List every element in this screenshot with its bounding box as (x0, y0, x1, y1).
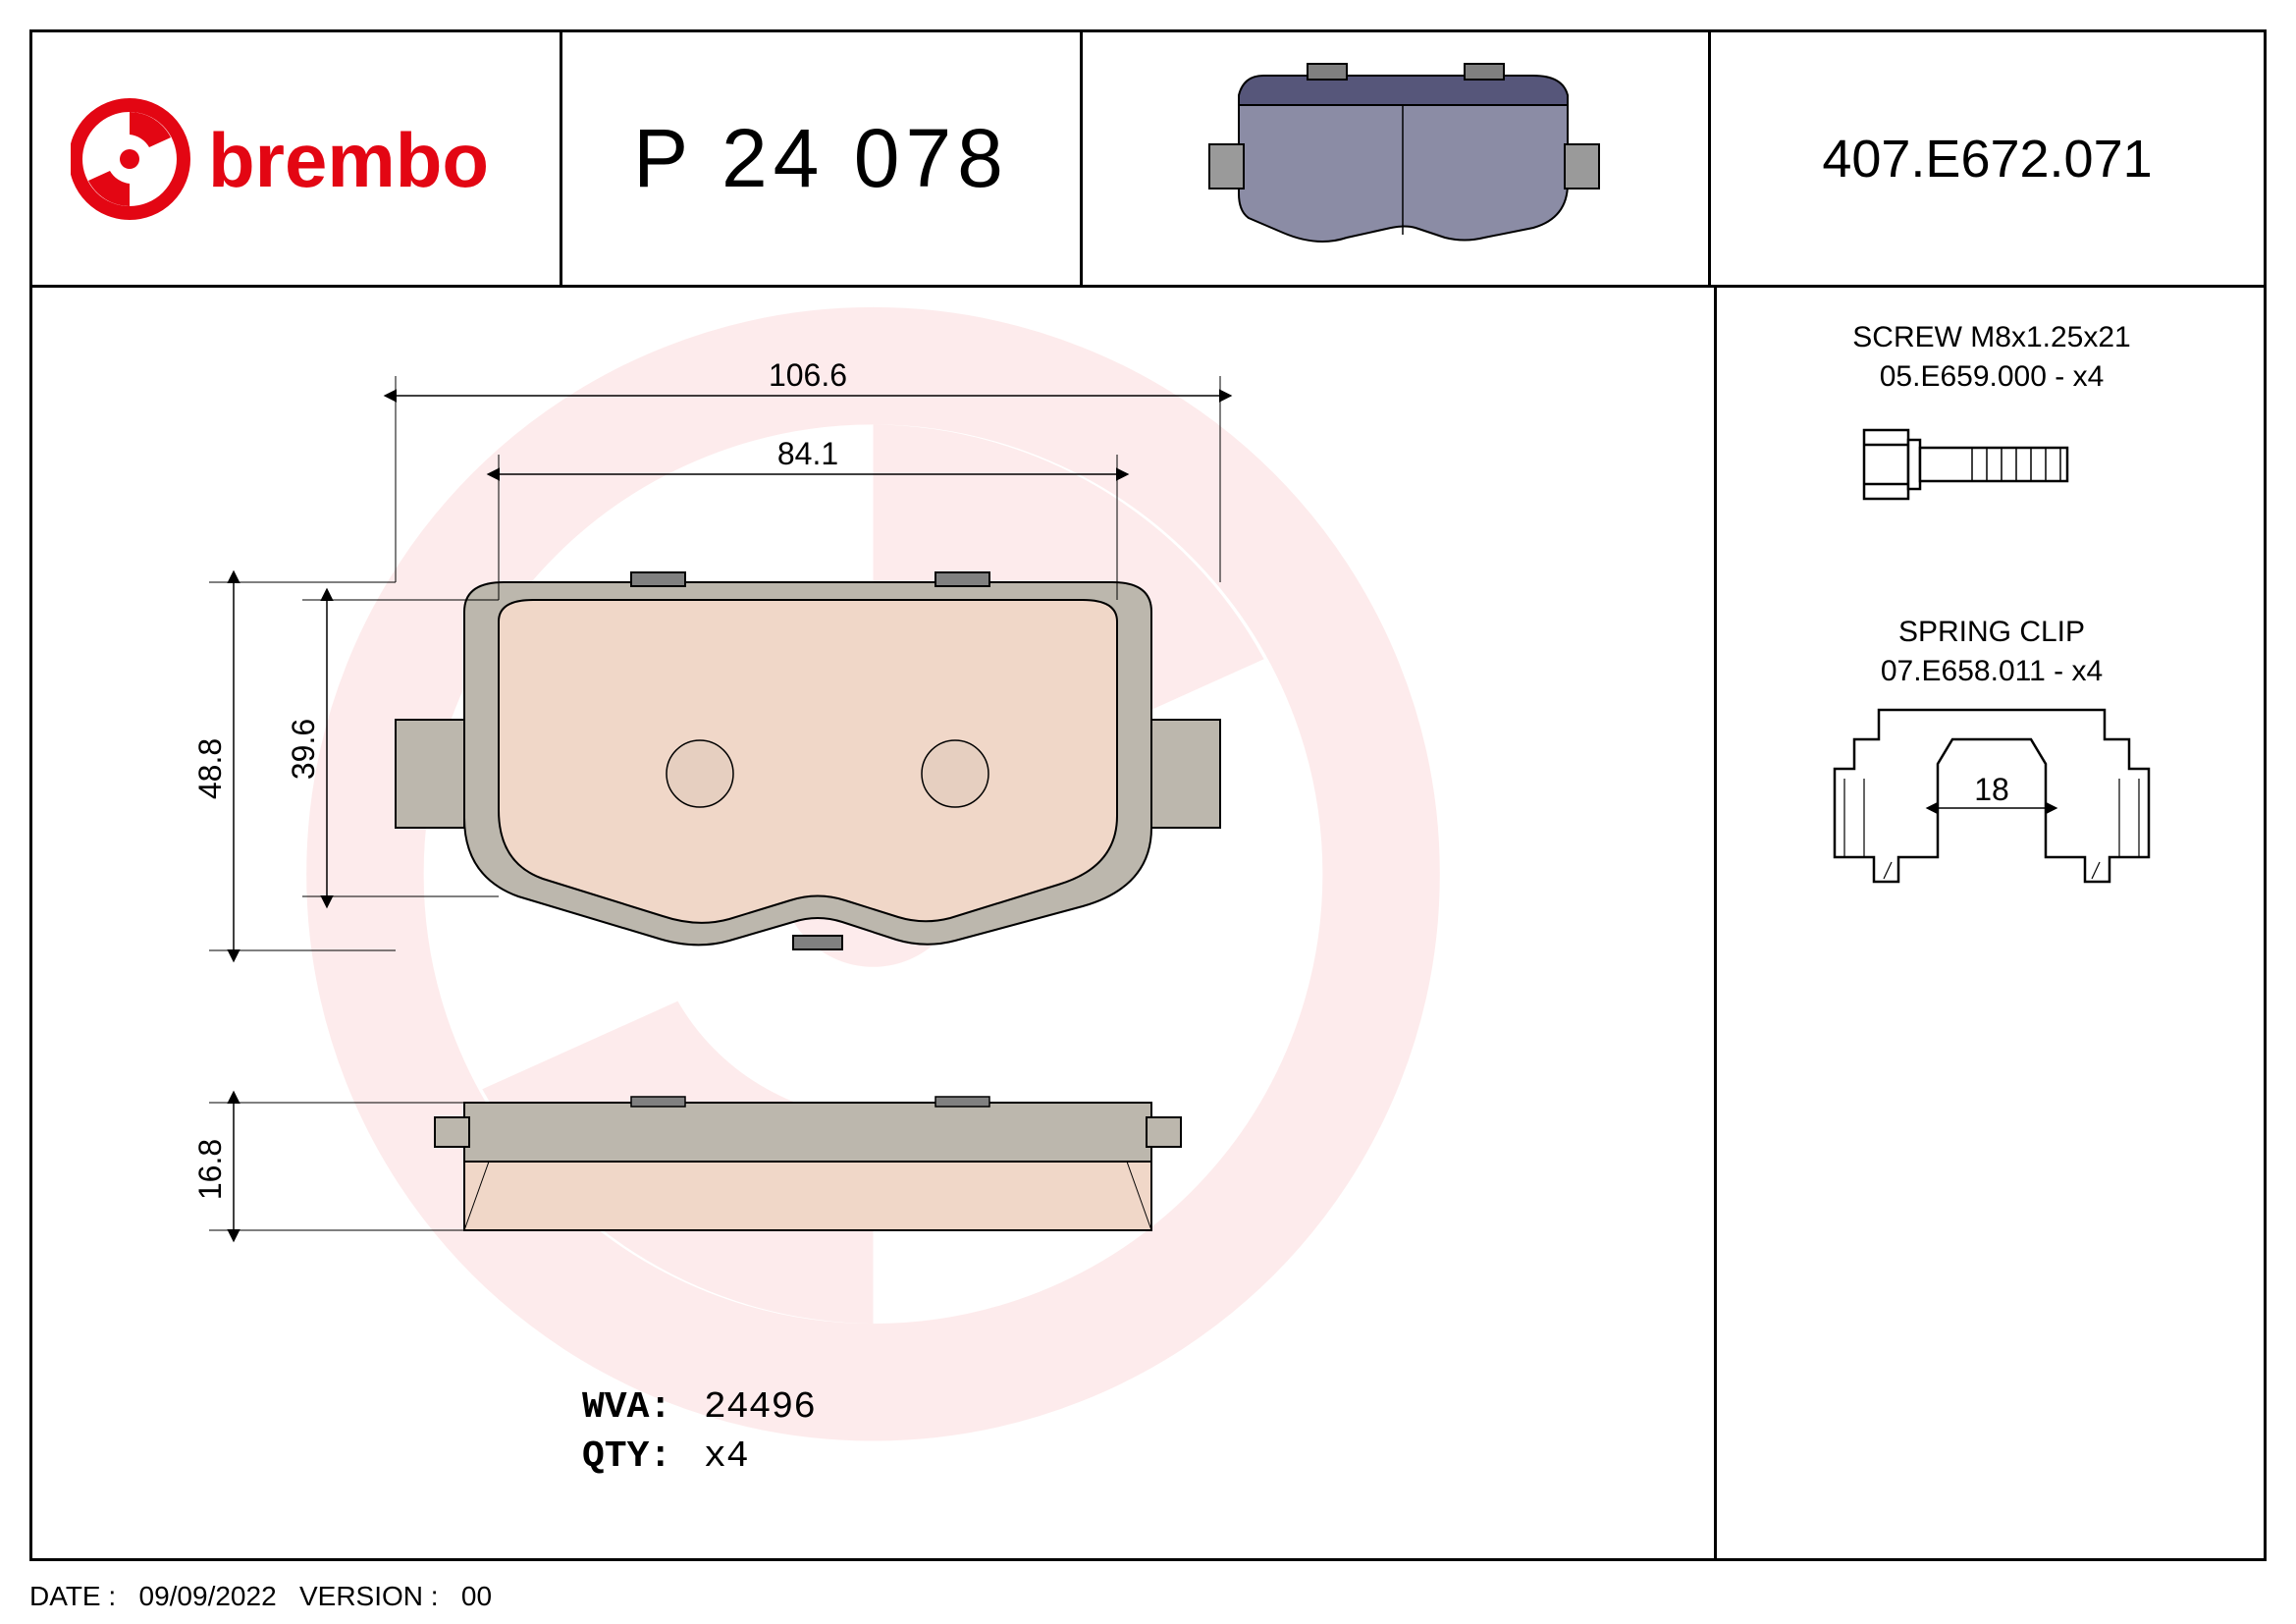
brembo-logo: brembo (71, 90, 522, 228)
dim-pad-width: 84.1 (499, 436, 1117, 600)
dim-overall-width-value: 106.6 (769, 357, 847, 393)
footer-version-label: VERSION : (299, 1581, 439, 1611)
dim-overall-height-value: 48.8 (192, 738, 228, 799)
assembly-code: 407.E672.071 (1822, 129, 2152, 189)
screw-block: SCREW M8x1.25x21 05.E659.000 - x4 (1852, 321, 2130, 499)
assembly-code-cell: 407.E672.071 (1711, 32, 2264, 285)
part-number-cell: P 24 078 (562, 32, 1083, 285)
dim-pad-height-value: 39.6 (286, 719, 321, 780)
header-row: brembo P 24 078 (32, 32, 2264, 288)
svg-text:WVA: 24496: WVA: 24496 (582, 1386, 816, 1429)
screw-qty: x4 (2073, 360, 2105, 393)
footer-date-value: 09/09/2022 (139, 1581, 277, 1611)
wva-label: WVA: (582, 1386, 671, 1429)
brand-cell: brembo (32, 32, 562, 285)
svg-text:QTY: x4: QTY: x4 (582, 1435, 749, 1478)
part-number: P 24 078 (633, 111, 1009, 206)
product-iso-cell (1083, 32, 1711, 285)
bottom-info: WVA: 24496 QTY: x4 (582, 1386, 816, 1478)
footer-meta: DATE : 09/09/2022 VERSION : 00 (29, 1581, 492, 1612)
components-panel: SCREW M8x1.25x21 05.E659.000 - x4 (1714, 288, 2264, 1558)
wva-value: 24496 (704, 1386, 816, 1429)
body-row: 106.6 84.1 48.8 (32, 288, 2264, 1558)
dim-thickness: 16.8 (192, 1103, 464, 1230)
dim-clip-inner: 18 (1938, 772, 2046, 808)
screw-title: SCREW M8x1.25x21 (1852, 321, 2130, 353)
components-svg: SCREW M8x1.25x21 05.E659.000 - x4 (1717, 288, 2267, 1564)
footer-version-value: 00 (461, 1581, 492, 1611)
spring-clip-title: SPRING CLIP (1898, 616, 2085, 648)
technical-drawing: 106.6 84.1 48.8 (32, 288, 1721, 1564)
qty-value: x4 (704, 1435, 749, 1478)
dim-thickness-value: 16.8 (192, 1139, 228, 1200)
drawing-sheet: brembo P 24 078 (29, 29, 2267, 1561)
qty-label: QTY: (582, 1435, 671, 1478)
svg-text:07.E658.011 -: 07.E658.011 - x4 (1881, 655, 2103, 687)
screw-code: 05.E659.000 (1880, 360, 2047, 393)
dim-pad-width-value: 84.1 (777, 436, 838, 471)
spring-clip-code: 07.E658.011 (1881, 655, 2046, 687)
product-iso-view (1121, 46, 1671, 272)
footer-date-label: DATE : (29, 1581, 116, 1611)
brand-text: brembo (208, 117, 489, 203)
main-drawing-area: 106.6 84.1 48.8 (32, 288, 1714, 1558)
dim-clip-inner-value: 18 (1974, 772, 2009, 807)
svg-text:05.E659.000 -: 05.E659.000 - x4 (1880, 360, 2105, 393)
spring-clip-block: SPRING CLIP 07.E658.011 - x4 (1835, 616, 2149, 882)
spring-clip-qty: x4 (2071, 655, 2103, 687)
